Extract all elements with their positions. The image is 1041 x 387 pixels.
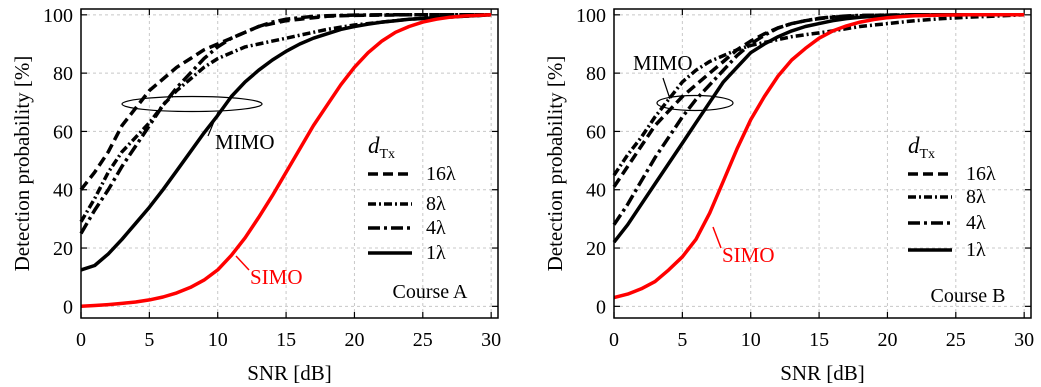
simo-label: SIMO: [250, 265, 303, 289]
y-tick-label: 0: [596, 296, 606, 318]
course-annotation: Course B: [931, 285, 1006, 307]
series-line-4lambda: [79, 13, 492, 235]
mimo-pointer: [207, 111, 219, 137]
mimo-pointer: [662, 77, 671, 100]
mimo-label: MIMO: [633, 51, 693, 75]
mimo-label: MIMO: [215, 130, 275, 154]
legend-title-subscript: Tx: [920, 147, 936, 162]
y-tick-label: 80: [53, 63, 73, 85]
legend-label: 4λ: [966, 212, 986, 234]
axes-frame: [613, 8, 1032, 319]
chart-panel-course-a: 0 5 10 15 20 25 30 0 20 40 60 80 100 SNR [dB] Detectio…: [10, 5, 501, 385]
y-tick-label: 40: [53, 180, 73, 202]
x-axis-label: SNR [dB]: [780, 361, 865, 385]
x-tick-label: 20: [877, 329, 897, 351]
y-axis-label: Detection probability [%]: [10, 56, 34, 272]
legend-label: 1λ: [426, 242, 446, 264]
legend-title: dTx: [368, 133, 395, 162]
simo-pointer: [712, 226, 722, 249]
y-tick-label: 0: [63, 296, 73, 318]
x-axis-label: SNR [dB]: [247, 361, 332, 385]
legend-label: 8λ: [966, 186, 986, 208]
y-tick-label: 20: [53, 238, 73, 260]
x-tick-label: 30: [481, 329, 501, 351]
x-tick-label: 30: [1014, 329, 1034, 351]
y-tick-label: 40: [586, 180, 606, 202]
x-tick-label: 10: [208, 329, 228, 351]
legend-label: 8λ: [426, 193, 446, 215]
x-tick-label: 0: [76, 329, 86, 351]
mimo-ellipse: [121, 95, 263, 113]
simo-pointer: [235, 255, 250, 271]
y-tick-label: 60: [586, 121, 606, 143]
x-tick-label: 15: [809, 329, 829, 351]
simo-label: SIMO: [722, 243, 775, 267]
y-tick-label: 80: [586, 63, 606, 85]
series-line-simo: [80, 13, 492, 309]
y-tick-label: 100: [43, 5, 73, 27]
x-tick-label: 20: [344, 329, 364, 351]
x-tick-label: 0: [609, 329, 619, 351]
legend-title: dTx: [908, 133, 935, 162]
series-line-simo: [613, 13, 1025, 300]
x-tick-label: 25: [946, 329, 966, 351]
x-tick-label: 10: [741, 329, 761, 351]
legend-label: 16λ: [966, 163, 996, 185]
series-line-1lambda: [80, 13, 492, 272]
y-tick-label: 20: [586, 238, 606, 260]
legend-label: 4λ: [426, 217, 446, 239]
legend-title-subscript: Tx: [380, 147, 396, 162]
x-tick-label: 5: [677, 329, 687, 351]
y-tick-label: 100: [576, 5, 606, 27]
x-tick-label: 5: [144, 329, 154, 351]
legend-label: 16λ: [426, 163, 456, 185]
x-tick-label: 15: [276, 329, 296, 351]
axes-frame: [80, 8, 499, 319]
chart-panel-course-b: 0 5 10 15 20 25 30 0 20 40 60 80 100 SNR [dB] Detectio…: [543, 5, 1034, 385]
y-tick-label: 60: [53, 121, 73, 143]
course-annotation: Course A: [393, 281, 469, 303]
y-axis-label: Detection probability [%]: [543, 56, 567, 272]
legend-label: 1λ: [966, 239, 986, 261]
x-tick-label: 25: [413, 329, 433, 351]
mimo-ellipse: [656, 94, 734, 112]
